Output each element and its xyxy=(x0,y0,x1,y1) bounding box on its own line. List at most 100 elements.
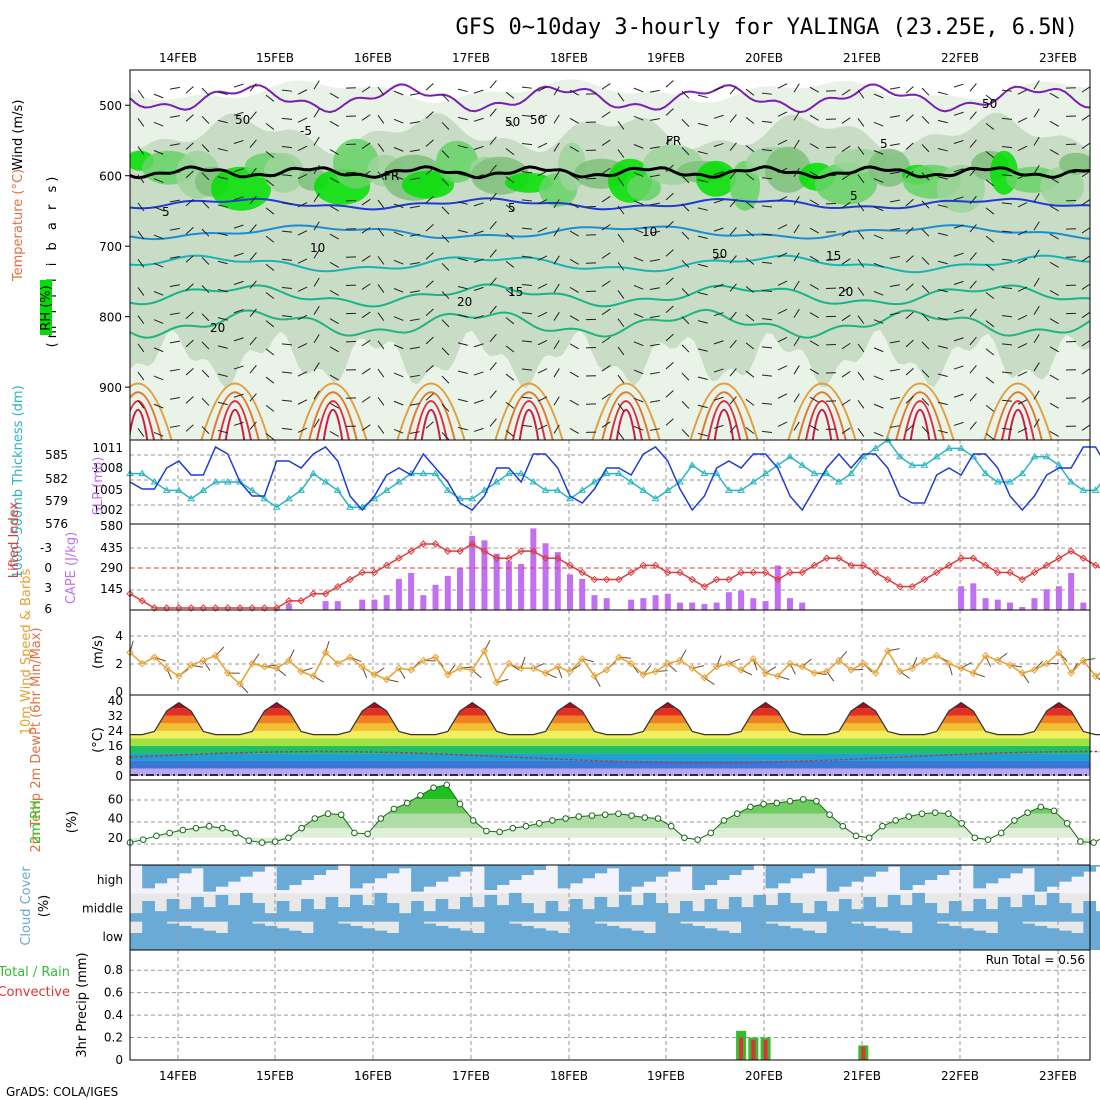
cloud-middle-bar xyxy=(680,901,693,922)
dewpoint-line xyxy=(129,750,1100,764)
wind-barb xyxy=(281,117,292,120)
wind-barb xyxy=(793,196,800,206)
cloud-high-bar xyxy=(240,865,253,877)
wind-barb xyxy=(985,348,995,356)
rh-units-label: (%) xyxy=(65,811,80,834)
thickness-line-point xyxy=(138,469,147,477)
cloud-high-bar xyxy=(875,865,889,872)
wind-barb xyxy=(409,403,420,406)
wind-barb xyxy=(329,402,339,409)
warm-contour xyxy=(322,409,344,440)
precip-convective-bar xyxy=(861,1046,866,1060)
wind-barb xyxy=(889,171,900,175)
rh-point xyxy=(219,824,226,832)
wind-barb xyxy=(937,148,948,152)
lifted-index-line-point xyxy=(150,604,159,612)
wind-barb xyxy=(1001,399,1012,402)
wind-barb xyxy=(905,311,914,320)
wind-barb xyxy=(665,164,674,173)
temp-band xyxy=(130,738,1090,746)
wind-barb xyxy=(553,142,560,152)
lifted-index-line-point xyxy=(382,561,391,570)
wind-barb xyxy=(217,345,228,349)
wind-barb xyxy=(873,93,884,99)
cape-bar xyxy=(1043,589,1050,610)
wind-barb xyxy=(169,199,180,203)
wind-barb xyxy=(617,261,625,271)
wind-barb xyxy=(649,343,660,347)
wind-barb xyxy=(633,313,644,318)
wind-barb xyxy=(217,317,228,321)
li-axis-label: Lifted Index xyxy=(7,501,22,578)
wind-units-label: (m/s) xyxy=(91,635,106,669)
wind-barb xyxy=(441,319,450,328)
rh-fill xyxy=(130,784,1090,850)
rh-point xyxy=(615,810,622,817)
wind-barb xyxy=(1081,86,1090,93)
wind-speed-line-point xyxy=(260,663,269,671)
cloud-high-bar xyxy=(350,865,363,889)
wind-barb xyxy=(313,334,320,344)
wind-barb xyxy=(425,280,434,288)
rh-point xyxy=(562,815,569,822)
wind-barb xyxy=(809,312,819,319)
rh-line xyxy=(129,784,1100,844)
wind-barb xyxy=(137,287,145,296)
cloud-high-bar xyxy=(276,865,290,890)
wind-speed-line-point xyxy=(541,669,550,677)
wind-barb xyxy=(937,119,948,124)
wind-barb xyxy=(777,111,788,117)
wind-barb xyxy=(217,176,228,180)
wind-barb xyxy=(649,118,660,121)
lifted-index-line-point xyxy=(590,575,599,584)
cloud-low-bar xyxy=(631,930,644,950)
wind-barb xyxy=(249,83,257,92)
wind-barb xyxy=(409,92,420,96)
cape-bar xyxy=(420,595,427,610)
rh-point xyxy=(641,814,649,821)
cloud-low-bar xyxy=(875,928,889,950)
wind-barb xyxy=(441,347,450,356)
wind-barb xyxy=(681,175,690,184)
rh-moist-blob xyxy=(730,160,760,211)
wind-barb xyxy=(1001,117,1012,120)
wind-barb xyxy=(713,227,724,232)
cloud-high-bar xyxy=(1010,865,1023,874)
wind-barb xyxy=(969,308,977,317)
wind-barb xyxy=(329,233,339,240)
cloud-high-bar xyxy=(667,865,681,872)
wind-barb xyxy=(537,227,548,233)
wind-barb xyxy=(489,249,497,258)
wind-barb xyxy=(601,83,611,90)
cloud-low-bar xyxy=(484,918,498,950)
wind-barb xyxy=(377,171,385,181)
wind-speed-line-point xyxy=(162,664,171,673)
wind-barb xyxy=(473,258,484,263)
wind-speed-line-point xyxy=(676,656,684,665)
li-tick-label: -3 xyxy=(40,541,52,555)
wind-barb xyxy=(1049,205,1059,212)
wind-barb xyxy=(329,92,339,99)
rh-point xyxy=(575,813,583,820)
cape-bar xyxy=(982,598,989,610)
rh-point xyxy=(443,781,451,789)
rh-point xyxy=(588,812,596,819)
wind-barb xyxy=(1017,371,1028,377)
rh-band xyxy=(130,784,1090,800)
wind-barb xyxy=(937,288,948,293)
warm-contour xyxy=(494,382,564,440)
wind-barb xyxy=(617,374,625,384)
cloud-middle-bar xyxy=(716,909,730,922)
wind-barb xyxy=(297,89,308,95)
wind-barb xyxy=(185,283,194,291)
lifted-index-line-point xyxy=(896,582,904,591)
wind-barb xyxy=(457,201,468,205)
cloud-middle-bar xyxy=(704,899,718,922)
wind-speed-line-point xyxy=(651,667,660,676)
cloud-middle-bar xyxy=(1010,907,1023,922)
wind-barb xyxy=(569,427,579,434)
wind-barb xyxy=(233,252,244,257)
cape-bar xyxy=(359,599,366,610)
wind-barb xyxy=(409,121,420,124)
thickness-line-point xyxy=(211,478,220,485)
